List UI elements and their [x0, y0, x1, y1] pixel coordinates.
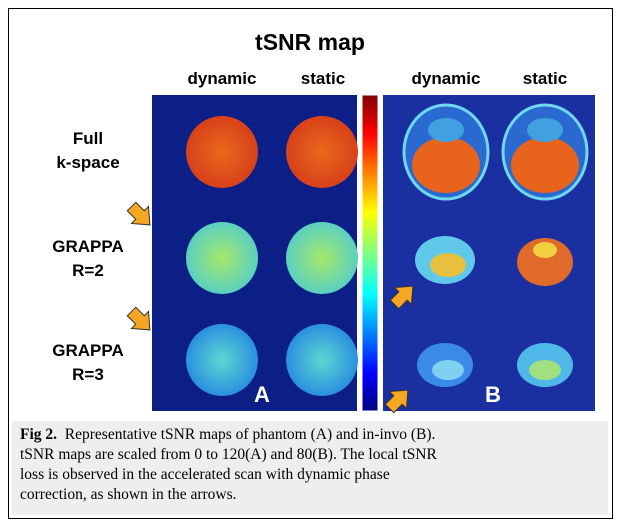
- column-header: static: [301, 69, 345, 88]
- row-label: R=3: [72, 365, 104, 384]
- row-label: GRAPPA: [52, 341, 123, 360]
- caption-line: Representative tSNR maps of phantom (A) …: [65, 426, 436, 443]
- row-label: R=2: [72, 261, 104, 280]
- caption-line: loss is observed in the accelerated scan…: [20, 465, 608, 485]
- row-label: Full: [73, 129, 103, 148]
- caption: Fig 2. Representative tSNR maps of phant…: [12, 421, 608, 515]
- column-header: dynamic: [412, 69, 481, 88]
- title: tSNR map: [255, 29, 365, 55]
- column-header: dynamic: [188, 69, 257, 88]
- colorbar: [362, 95, 378, 411]
- row-label: k-space: [56, 153, 119, 172]
- panel-label: A: [254, 382, 270, 407]
- caption-line: correction, as shown in the arrows.: [20, 485, 608, 505]
- column-header: static: [523, 69, 567, 88]
- caption-line: tSNR maps are scaled from 0 to 120(A) an…: [20, 445, 608, 465]
- page: tSNR map dynamic static dynamic static F…: [0, 0, 621, 527]
- row-label: GRAPPA: [52, 237, 123, 256]
- caption-label: Fig 2.: [20, 426, 57, 443]
- panel-label: B: [485, 382, 501, 407]
